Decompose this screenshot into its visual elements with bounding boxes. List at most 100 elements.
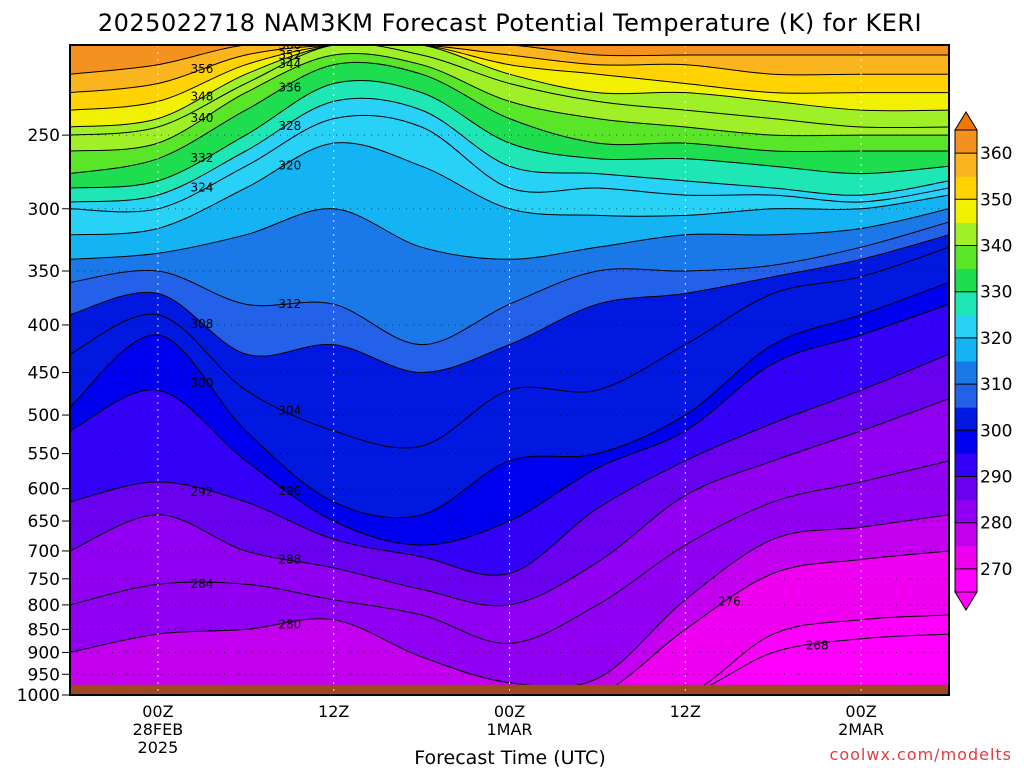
colorbar-segment-290 [955,453,977,477]
contour-theta-284 [70,460,949,644]
contour-label-360: 360 [278,38,301,52]
colorbar-segment-295 [955,430,977,454]
y-tick-label-850: 850 [28,620,60,640]
y-tick-label-650: 650 [28,512,60,532]
colorbar-segment-360 [955,130,977,154]
y-tick-label-1000: 1000 [17,686,60,706]
plot-area: 268 276 280 284 288 292 296 300 304 308 312 320 324 3… [70,38,949,695]
contour-theta-324 [70,114,949,213]
y-tick-label-400: 400 [28,316,60,336]
y-tick-label-250: 250 [28,126,60,146]
colorbar-tick-label-320: 320 [980,329,1012,349]
colorbar-segment-340 [955,222,977,246]
contour-label-304: 304 [278,404,301,418]
contour-theta-268 [70,633,949,695]
colorbar-tick-label-300: 300 [980,421,1012,441]
colorbar-segment-315 [955,337,977,362]
colorbar-segment-325 [955,291,977,316]
contour-label-308: 308 [190,317,213,331]
plot-frame [69,44,950,696]
y-tick-label-450: 450 [28,364,60,384]
colorbar-tick-label-290: 290 [980,468,1012,488]
x-tick-label-42-0: 12Z [670,702,701,721]
colorbar: 270 280 290 300 310 320 330 340 350 360 [954,111,1012,611]
colorbar-segment-285 [955,476,977,501]
colorbar-tick-label-270: 270 [980,560,1012,580]
contour-theta-300 [70,281,949,519]
colorbar-segment-300 [955,407,977,431]
colorbar-tick-label-280: 280 [980,514,1012,534]
colorbar-segment-270 [955,545,977,570]
contour-theta-352 [70,45,949,111]
colorbar-tick-label-360: 360 [980,144,1012,164]
contour-labels: 268 276 280 284 288 292 296 300 304 308 312 320 324 3… [190,38,829,653]
contour-theta-344 [70,45,949,136]
y-axis-ticks: 250 300 350 400 450 500 550 600 650 700 750 800 850 9… [17,126,70,706]
contour-theta-308 [70,234,949,374]
x-tick-label-30-1: 1MAR [486,720,532,739]
x-tick-label-18-0: 12Z [318,702,349,721]
colorbar-frame [954,129,978,593]
contour-label-296: 296 [278,484,301,498]
contour-label-332: 332 [190,151,213,165]
x-tick-label-6-1: 28FEB [133,720,184,739]
colorbar-segment-280 [955,499,977,524]
contour-label-352: 352 [278,48,301,62]
contour-theta-316 [70,208,949,260]
contour-theta-356 [70,45,949,94]
y-tick-label-500: 500 [28,406,60,426]
contour-label-312: 312 [278,297,301,311]
x-tick-label-6-0: 00Z [142,702,173,721]
contour-label-292: 292 [190,485,213,499]
credit-watermark: coolwx.com/modelts [830,745,1012,764]
contour-label-344: 344 [278,57,301,71]
colorbar-segment-350 [955,176,977,200]
contour-theta-272 [70,614,949,695]
colorbar-segment-330 [955,268,977,293]
y-tick-label-900: 900 [28,643,60,663]
contour-label-324: 324 [190,181,213,195]
x-tick-label-6-2: 2025 [138,738,179,757]
colorbar-top-arrow [954,111,978,131]
colorbar-segment-275 [955,522,977,547]
colorbar-segment-310 [955,361,977,385]
y-tick-label-300: 300 [28,200,60,220]
contour-label-340: 340 [190,111,213,125]
contour-label-268: 268 [806,639,829,653]
colorbar-segment-265 [955,568,977,593]
contour-label-280: 280 [278,618,301,632]
colorbar-segment-335 [955,245,977,270]
colorbar-tick-label-330: 330 [980,283,1012,303]
theta-bands [70,45,949,695]
y-tick-label-350: 350 [28,262,60,282]
band-theta-360 [70,45,949,75]
colorbar-tick-label-340: 340 [980,237,1012,257]
contour-label-328: 328 [278,119,301,133]
y-tick-label-700: 700 [28,542,60,562]
y-tick-label-950: 950 [28,665,60,685]
y-tick-label-600: 600 [28,480,60,500]
contour-label-276: 276 [718,594,741,608]
colorbar-bottom-arrow [954,591,978,611]
contour-theta-276 [70,550,949,695]
contour-theta-292 [70,353,949,576]
y-tick-label-550: 550 [28,445,60,465]
contour-label-288: 288 [278,552,301,566]
x-axis-label: Forecast Time (UTC) [414,747,605,768]
colorbar-segment-345 [955,199,977,223]
x-tick-label-54-1: 2MAR [838,720,884,739]
band-theta-356 [70,45,949,93]
contour-theta-288 [70,398,949,607]
contour-label-320: 320 [278,159,301,173]
chart-title: 2025022718 NAM3KM Forecast Potential Tem… [98,9,922,37]
x-tick-label-54-0: 00Z [845,702,876,721]
contour-theta-360 [70,45,949,75]
colorbar-tick-label-310: 310 [980,375,1012,395]
colorbar-tick-label-350: 350 [980,190,1012,210]
contour-theta-304 [70,246,949,449]
colorbar-segment-355 [955,153,977,177]
contour-label-356: 356 [190,62,213,76]
x-tick-label-30-0: 00Z [494,702,525,721]
